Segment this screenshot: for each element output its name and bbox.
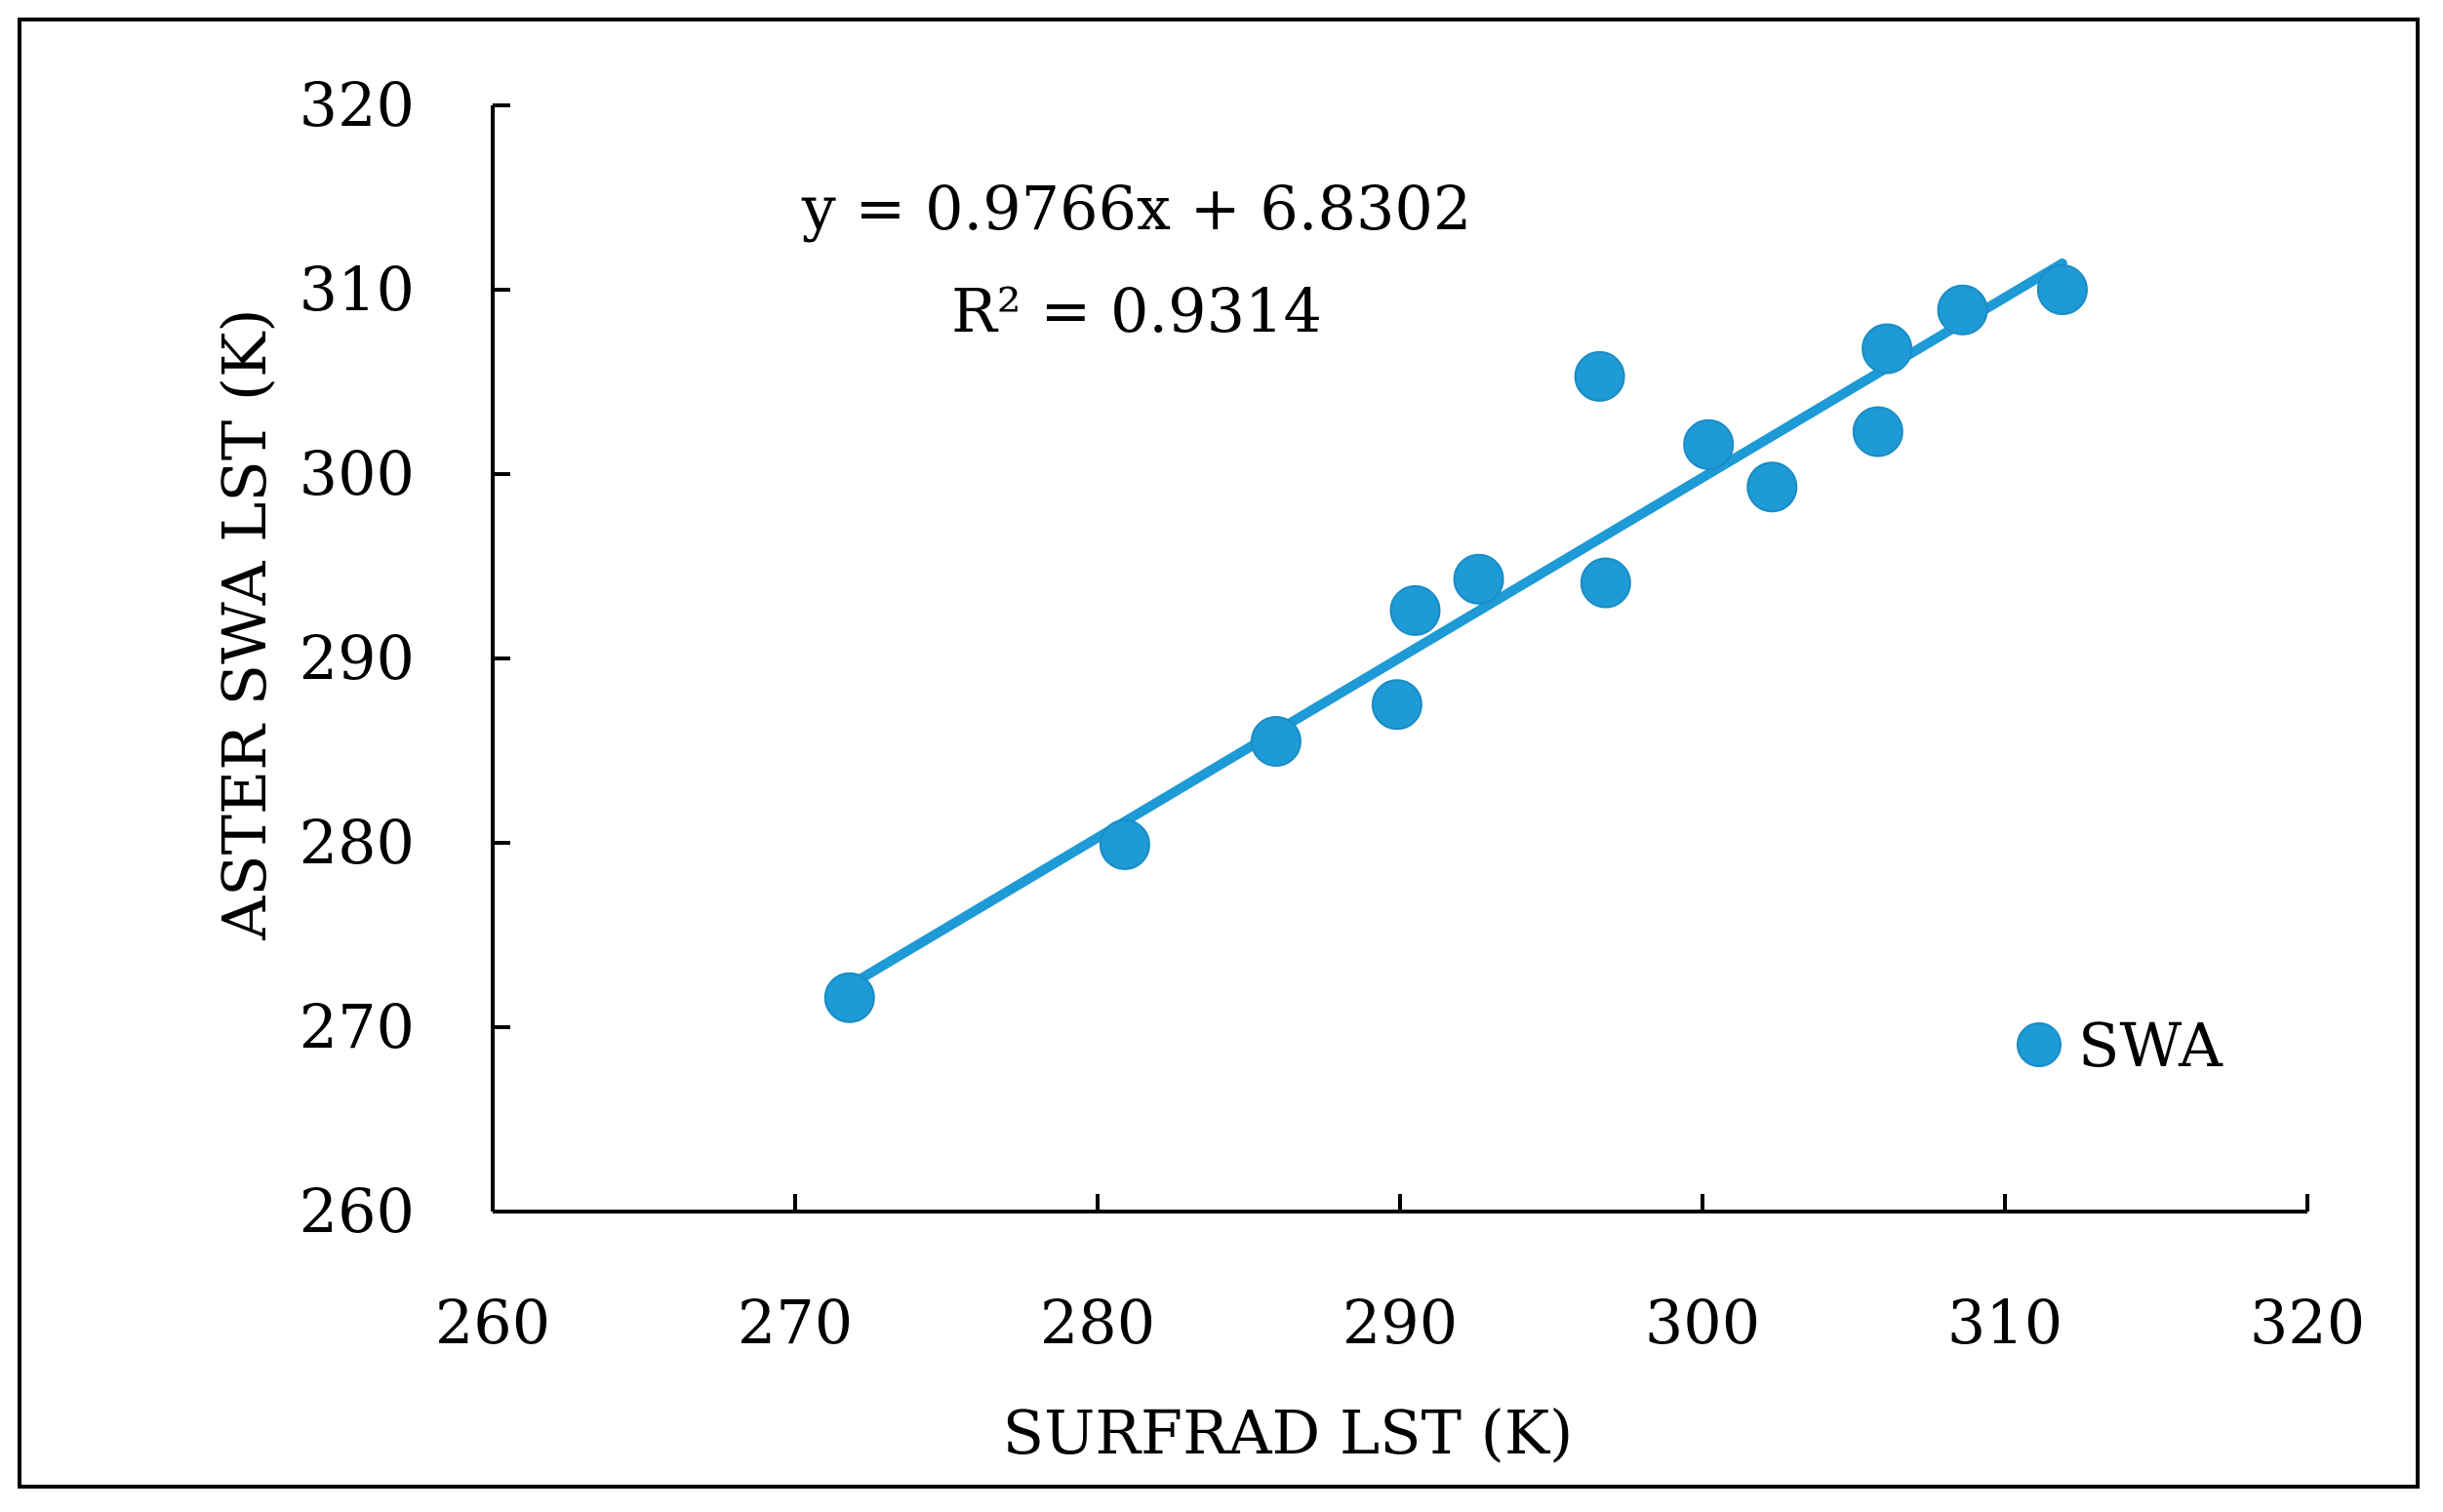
- data-point: [1862, 323, 1913, 375]
- y-tick-label: 310: [300, 254, 415, 325]
- x-tick-label: 300: [1645, 1287, 1760, 1358]
- legend: SWA: [2017, 1010, 2223, 1081]
- y-tick-label: 290: [300, 622, 415, 694]
- data-point: [1852, 406, 1903, 458]
- x-axis-title: SURFRAD LST (K): [1003, 1397, 1574, 1468]
- data-point: [1453, 553, 1504, 605]
- data-point: [823, 972, 875, 1023]
- x-tick-label: 280: [1040, 1287, 1155, 1358]
- y-tick-label: 320: [300, 69, 415, 140]
- trendline: [844, 258, 2067, 991]
- data-point: [1574, 350, 1625, 402]
- data-points: [823, 264, 2088, 1023]
- x-tick-label: 260: [435, 1287, 550, 1358]
- data-point: [1099, 818, 1150, 870]
- data-point: [1371, 679, 1422, 731]
- x-ticks: 260 270 280 290 300 310 320: [435, 1194, 2365, 1358]
- data-point: [2036, 264, 2088, 315]
- data-point: [1580, 557, 1631, 609]
- r-squared-label: R² = 0.9314: [951, 275, 1322, 346]
- chart-frame: [18, 18, 2420, 1489]
- y-axis-title: ASTER SWA LST (K): [209, 308, 280, 940]
- trend-equation-label: y = 0.9766x + 6.8302: [801, 173, 1472, 244]
- x-tick-label: 320: [2250, 1287, 2365, 1358]
- x-tick-label: 270: [738, 1287, 853, 1358]
- y-tick-label: 270: [300, 991, 415, 1062]
- y-tick-label: 260: [300, 1175, 415, 1247]
- y-tick-label: 300: [300, 438, 415, 509]
- data-point: [1746, 461, 1798, 513]
- y-tick-label: 280: [300, 807, 415, 878]
- data-point: [1937, 284, 1988, 336]
- y-ticks: 260 270 280 290 300 310 320: [300, 69, 510, 1247]
- legend-label-swa: SWA: [2078, 1010, 2223, 1081]
- data-point: [1683, 418, 1735, 470]
- x-tick-label: 310: [1947, 1287, 2063, 1358]
- x-tick-label: 290: [1342, 1287, 1458, 1358]
- data-point: [1389, 584, 1441, 636]
- data-point: [1250, 716, 1302, 768]
- legend-marker-swa: [2017, 1022, 2062, 1067]
